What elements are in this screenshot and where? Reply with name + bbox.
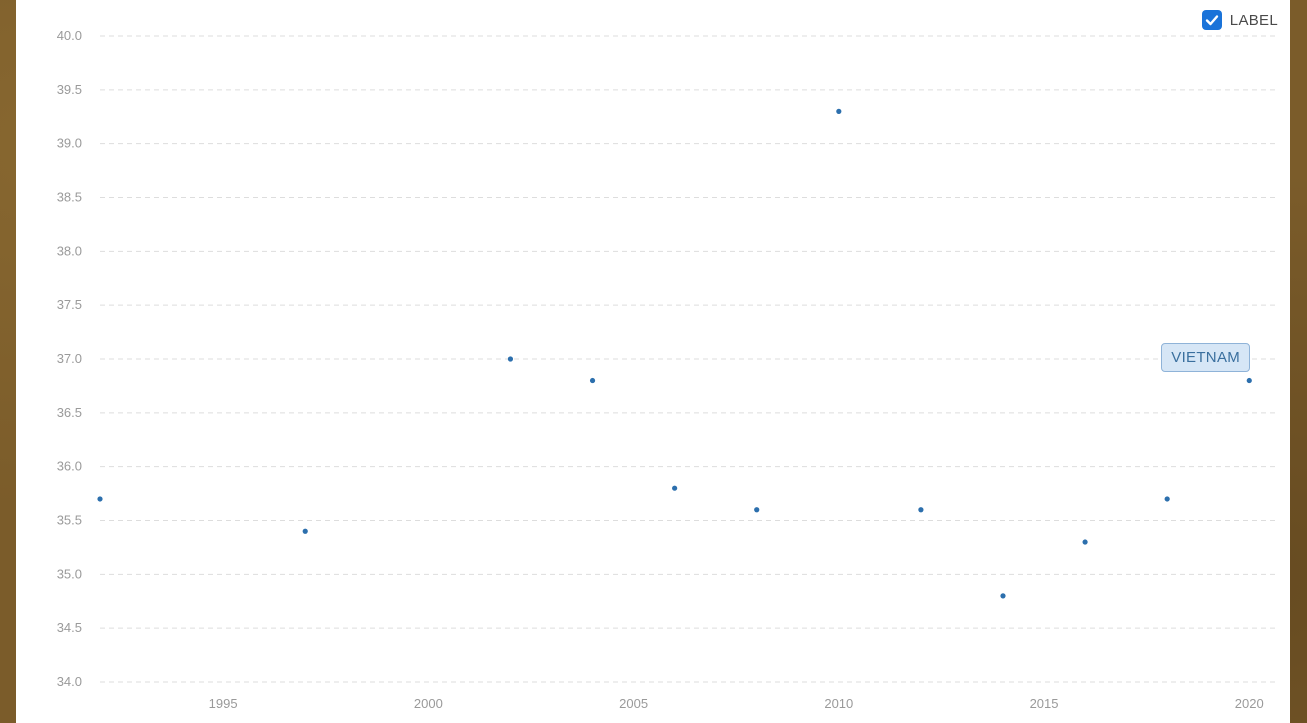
- label-checkbox[interactable]: [1201, 10, 1222, 30]
- y-tick-label: 40.0: [57, 28, 82, 43]
- y-tick-label: 39.0: [57, 136, 82, 151]
- y-tick-label: 39.5: [57, 82, 82, 97]
- x-tick-label: 2015: [1030, 696, 1059, 711]
- checkmark-icon: [1205, 15, 1218, 26]
- y-tick-label: 34.5: [57, 620, 82, 635]
- x-tick-label: 2000: [414, 696, 443, 711]
- label-toggle[interactable]: LABEL: [1201, 10, 1278, 30]
- data-point: [1082, 539, 1088, 545]
- y-tick-label: 34.0: [57, 674, 82, 689]
- data-point: [302, 528, 308, 534]
- y-tick-label: 37.5: [57, 297, 82, 312]
- data-point: [97, 496, 103, 502]
- label-toggle-text: LABEL: [1229, 11, 1278, 29]
- y-tick-label: 38.5: [57, 190, 82, 205]
- x-tick-label: 2010: [824, 696, 853, 711]
- data-point: [918, 507, 924, 513]
- data-point: [589, 377, 596, 384]
- data-point: [1000, 593, 1006, 599]
- y-tick-label: 35.5: [57, 513, 82, 528]
- data-point: [1164, 496, 1170, 502]
- y-tick-label: 35.0: [57, 566, 82, 581]
- data-point: [672, 485, 678, 491]
- x-tick-label: 2005: [619, 696, 648, 711]
- point-label-vietnam: VIETNAM: [1161, 342, 1251, 372]
- chart-panel: 34.0 34.5 35.0 35.5 36.0 36.5 37.0 37.5 38.0 38.5…: [16, 0, 1290, 723]
- x-tick-label: 2020: [1235, 696, 1264, 711]
- x-tick-label: 1995: [209, 696, 238, 711]
- data-point: [1246, 377, 1252, 384]
- y-tick-label: 36.0: [57, 459, 82, 474]
- data-point: [507, 356, 514, 362]
- y-tick-label: 38.0: [57, 243, 82, 258]
- data-point: [836, 108, 842, 114]
- scatter-chart: 34.0 34.5 35.0 35.5 36.0 36.5 37.0 37.5 38.0 38.5…: [57, 28, 1278, 711]
- y-tick-label: 36.5: [57, 405, 82, 420]
- data-point: [754, 507, 760, 513]
- y-tick-label: 37.0: [57, 351, 82, 366]
